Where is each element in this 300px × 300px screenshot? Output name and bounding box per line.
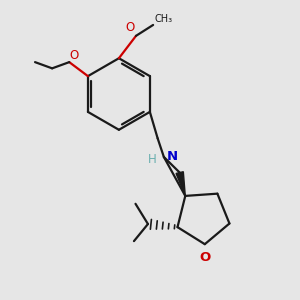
Text: O: O bbox=[125, 21, 134, 34]
Text: O: O bbox=[70, 49, 79, 62]
Text: N: N bbox=[167, 151, 178, 164]
Text: H: H bbox=[148, 153, 157, 166]
Text: CH₃: CH₃ bbox=[155, 14, 173, 24]
Text: O: O bbox=[200, 251, 211, 264]
Polygon shape bbox=[176, 172, 185, 196]
